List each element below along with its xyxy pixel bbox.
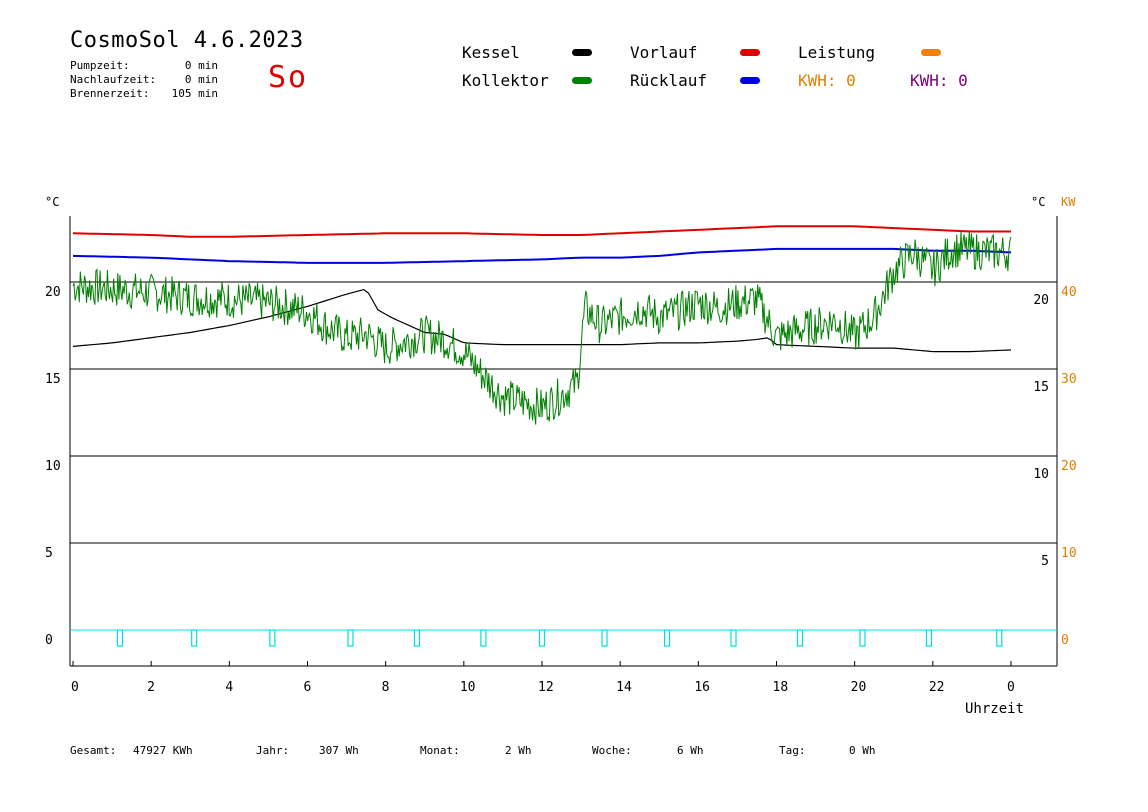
legend-swatch-leistung: [921, 49, 941, 56]
brennerzeit-value: 105 min: [171, 87, 218, 100]
footer-tag-value: 0 Wh: [849, 744, 876, 757]
x-tick-label-9: 18: [773, 680, 789, 695]
y-tick-right-20: 20: [1033, 293, 1049, 308]
y-tick-left-20: 20: [45, 285, 61, 300]
series-line-kessel: [72, 288, 1012, 353]
pumpzeit-label: Pumpzeit:: [70, 59, 130, 72]
leistung-pulse-6: [538, 629, 546, 647]
x-tick-label-6: 12: [538, 680, 554, 695]
y-tick-right-15: 15: [1033, 380, 1049, 395]
brennerzeit-label: Brennerzeit:: [70, 87, 150, 100]
leistung-pulse-5: [480, 629, 487, 647]
leistung-pulse-13: [996, 629, 1003, 647]
leistung-pulse-8: [663, 629, 671, 647]
legend-swatch-kollektor: [572, 77, 592, 84]
footer-gesamt-value: 47927 KWh: [133, 744, 193, 757]
x-tick-label-12: 0: [1007, 680, 1015, 695]
leistung-pulse-3: [347, 629, 354, 647]
legend-label-vorlauf: Vorlauf: [630, 43, 698, 62]
pumpzeit-value: 0 min: [184, 59, 218, 72]
series-line-ruecklauf: [72, 247, 1012, 264]
weekday-label: So: [268, 60, 309, 95]
x-tick-label-4: 8: [382, 680, 390, 695]
y-tick-left-5: 5: [45, 546, 53, 561]
x-tick-label-1: 2: [147, 680, 155, 695]
y-tick-left-15: 15: [45, 372, 61, 387]
legend-label-kollektor: Kollektor: [462, 71, 549, 90]
right-axis-unit: °C: [1031, 195, 1046, 209]
page-title: CosmoSol 4.6.2023: [70, 28, 304, 53]
y-tick-kw-0: 0: [1061, 633, 1069, 648]
y-tick-kw-40: 40: [1061, 285, 1077, 300]
legend-swatch-ruecklauf: [740, 77, 760, 84]
x-tick-label-7: 14: [616, 680, 632, 695]
nachlaufzeit-label: Nachlaufzeit:: [70, 73, 157, 86]
leistung-pulse-12: [925, 629, 933, 647]
left-axis-unit: °C: [45, 195, 60, 209]
legend-swatch-vorlauf: [740, 49, 760, 56]
footer-tag-label: Tag:: [779, 744, 806, 757]
right-axis-unit-kw: KW: [1061, 195, 1076, 209]
x-tick-label-3: 6: [304, 680, 312, 695]
legend-swatch-kessel: [572, 49, 592, 56]
legend-label-kessel: Kessel: [462, 43, 520, 62]
x-tick-label-8: 16: [694, 680, 710, 695]
y-tick-kw-30: 30: [1061, 372, 1077, 387]
nachlaufzeit-value: 0 min: [184, 73, 218, 86]
x-axis-label: Uhrzeit: [965, 701, 1025, 717]
x-tick-label-0: 0: [71, 680, 79, 695]
y-tick-right-10: 10: [1033, 467, 1049, 482]
footer-jahr-value: 307 Wh: [319, 744, 359, 757]
legend-label-ruecklauf: Rücklauf: [630, 71, 708, 90]
leistung-pulse-11: [859, 629, 866, 647]
footer-jahr-label: Jahr:: [256, 744, 290, 757]
kwh-orange: KWH: 0: [798, 71, 856, 90]
leistung-pulse-1: [191, 629, 198, 647]
footer-woche-label: Woche:: [592, 744, 632, 757]
y-tick-kw-20: 20: [1061, 459, 1077, 474]
footer-woche-value: 6 Wh: [677, 744, 704, 757]
series-line-kollektor: [72, 231, 1012, 425]
leistung-pulse-9: [730, 629, 737, 647]
y-tick-left-10: 10: [45, 459, 61, 474]
leistung-pulse-0: [116, 629, 124, 647]
footer-monat-label: Monat:: [420, 744, 460, 757]
y-tick-kw-10: 10: [1061, 546, 1077, 561]
leistung-pulse-10: [796, 629, 804, 647]
kwh-purple: KWH: 0: [910, 71, 968, 90]
x-tick-label-5: 10: [460, 680, 476, 695]
x-tick-label-2: 4: [225, 680, 233, 695]
series-line-vorlauf: [72, 225, 1011, 238]
y-tick-left-0: 0: [45, 633, 53, 648]
legend-label-leistung: Leistung: [798, 43, 876, 62]
footer-gesamt-label: Gesamt:: [70, 744, 117, 757]
leistung-pulse-7: [601, 629, 608, 647]
x-tick-label-10: 20: [851, 680, 867, 695]
y-tick-right-5: 5: [1041, 554, 1049, 569]
leistung-pulse-4: [413, 629, 421, 647]
footer-monat-value: 2 Wh: [505, 744, 532, 757]
x-tick-label-11: 22: [929, 680, 945, 695]
leistung-pulse-2: [269, 629, 276, 647]
